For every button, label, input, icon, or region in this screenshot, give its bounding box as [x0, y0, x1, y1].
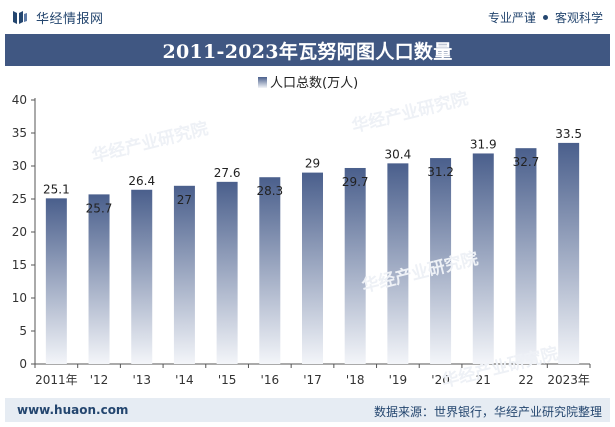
y-tick-label: 35: [12, 126, 27, 140]
bar: [558, 142, 580, 364]
legend-label: 人口总数(万人): [270, 76, 358, 91]
data-label: 26.4: [128, 174, 155, 188]
data-label: 27: [177, 193, 192, 207]
header-tags: 专业严谨 客观科学: [488, 9, 603, 26]
brand[interactable]: 华经情报网: [12, 8, 104, 27]
data-label: 32.7: [513, 155, 540, 169]
bar: [88, 194, 110, 364]
bar: [472, 153, 494, 364]
data-label: 30.4: [385, 147, 412, 161]
huajing-logo-icon: [13, 11, 27, 24]
x-tick-label: '15: [218, 373, 237, 387]
data-label: 25.7: [86, 201, 113, 215]
tag-separator-dot: [542, 15, 548, 20]
data-label: 28.3: [256, 184, 283, 198]
x-tick-label: '12: [90, 373, 109, 387]
y-tick-label: 15: [12, 258, 27, 272]
y-tick-label: 10: [12, 291, 27, 305]
footer-source: 数据来源：世界银行，华经产业研究院整理: [373, 405, 602, 419]
x-tick-label: '17: [303, 373, 322, 387]
x-tick-label: '20: [431, 373, 450, 387]
x-tick-label: 22: [518, 373, 533, 387]
x-tick-label: '14: [175, 373, 194, 387]
x-tick-label: 2023年: [547, 373, 590, 387]
tag-objective: 客观科学: [554, 11, 603, 25]
bar: [387, 163, 409, 364]
x-tick-label: 2011年: [35, 373, 78, 387]
bar: [344, 167, 366, 364]
bar: [302, 172, 323, 364]
x-tick-label: '16: [261, 373, 280, 387]
x-tick-label: 21: [476, 373, 491, 387]
title-bar: 2011-2023年瓦努阿图人口数量: [5, 34, 610, 66]
data-label: 25.1: [43, 182, 70, 196]
brand-name: 华经情报网: [36, 11, 104, 27]
data-label: 31.9: [470, 137, 497, 151]
footer: www.huaon.com 数据来源：世界银行，华经产业研究院整理: [5, 398, 610, 422]
bar: [216, 181, 238, 364]
chart-area: 华经产业研究院 华经产业研究院 华经产业研究院 华经产业研究院 人口总数(万人)…: [0, 68, 615, 398]
data-label: 33.5: [555, 127, 582, 141]
top-bar: 华经情报网 专业严谨 客观科学: [0, 0, 615, 34]
y-tick-label: 20: [12, 225, 27, 239]
x-tick-label: '13: [132, 373, 151, 387]
footer-url-link[interactable]: www.huaon.com: [17, 403, 129, 417]
y-tick-label: 40: [12, 93, 27, 107]
y-tick-label: 30: [12, 159, 27, 173]
data-label: 29.7: [342, 175, 369, 189]
bar: [131, 189, 153, 364]
bar: [259, 177, 281, 364]
data-label: 29: [305, 157, 320, 171]
bar: [430, 158, 452, 364]
bar-chart: 人口总数(万人) 0 5 10 15 20 25 30 35 40 25.1 2011年 25.7 '12…: [12, 76, 591, 387]
data-label: 27.6: [214, 166, 241, 180]
x-tick-label: '18: [346, 373, 365, 387]
bar: [515, 148, 537, 364]
data-label: 31.2: [427, 165, 454, 179]
y-tick-label: 0: [19, 357, 27, 371]
chart-title: 2011-2023年瓦努阿图人口数量: [162, 40, 453, 63]
x-tick-label: '19: [389, 373, 408, 387]
bar: [45, 198, 67, 364]
tag-professional: 专业严谨: [487, 11, 536, 25]
y-tick-label: 25: [12, 192, 27, 206]
y-tick-label: 5: [19, 324, 27, 338]
legend-swatch: [258, 77, 267, 88]
bar: [173, 185, 195, 364]
